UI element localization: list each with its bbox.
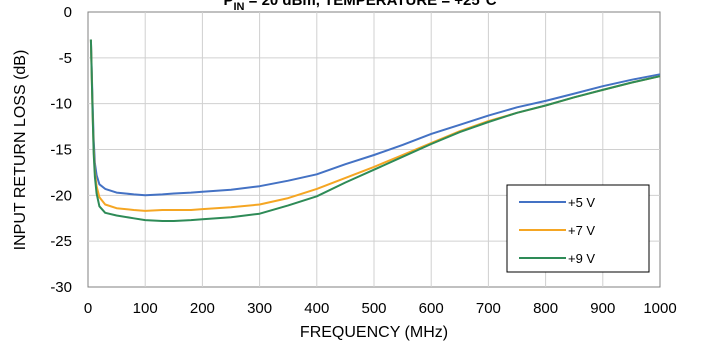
legend-label-1: +5 V bbox=[568, 195, 595, 210]
y-tick-label: -10 bbox=[50, 96, 72, 113]
y-tick-label: -5 bbox=[59, 50, 72, 67]
y-axis-title: INPUT RETURN LOSS (dB) bbox=[12, 50, 29, 251]
y-tick-label: -30 bbox=[50, 279, 72, 296]
y-tick-label: -15 bbox=[50, 142, 72, 159]
series-line-3 bbox=[89, 39, 661, 222]
x-tick-label: 700 bbox=[476, 300, 501, 317]
x-tick-label: 0 bbox=[84, 300, 92, 317]
legend-label-3: +9 V bbox=[568, 251, 595, 266]
x-tick-label: 600 bbox=[419, 300, 444, 317]
y-tick-label: 0 bbox=[64, 4, 72, 21]
series-group bbox=[89, 39, 661, 222]
legend-box bbox=[506, 184, 650, 273]
x-tick-label: 500 bbox=[361, 300, 386, 317]
y-tick-label: -25 bbox=[50, 233, 72, 250]
series-line-1 bbox=[89, 39, 661, 197]
x-tick-label: 900 bbox=[590, 300, 615, 317]
y-tick-label: -20 bbox=[50, 187, 72, 204]
x-tick-label: 800 bbox=[533, 300, 558, 317]
legend: +5 V +7 V +9 V bbox=[506, 184, 650, 273]
x-tick-label: 200 bbox=[190, 300, 215, 317]
chart-title: PIN = 20 dBm, TEMPERATURE = +25°C bbox=[223, 0, 496, 13]
y-axis-ticks: 0 -5 -10 -15 -20 -25 -30 bbox=[50, 4, 72, 296]
legend-label-2: +7 V bbox=[568, 223, 595, 238]
x-tick-label: 400 bbox=[304, 300, 329, 317]
x-tick-label: 100 bbox=[133, 300, 158, 317]
x-axis-title: FREQUENCY (MHz) bbox=[300, 324, 448, 341]
x-tick-label: 300 bbox=[247, 300, 272, 317]
x-axis-ticks: 0 100 200 300 400 500 600 700 800 900 1000 bbox=[84, 300, 677, 317]
x-tick-label: 1000 bbox=[643, 300, 676, 317]
